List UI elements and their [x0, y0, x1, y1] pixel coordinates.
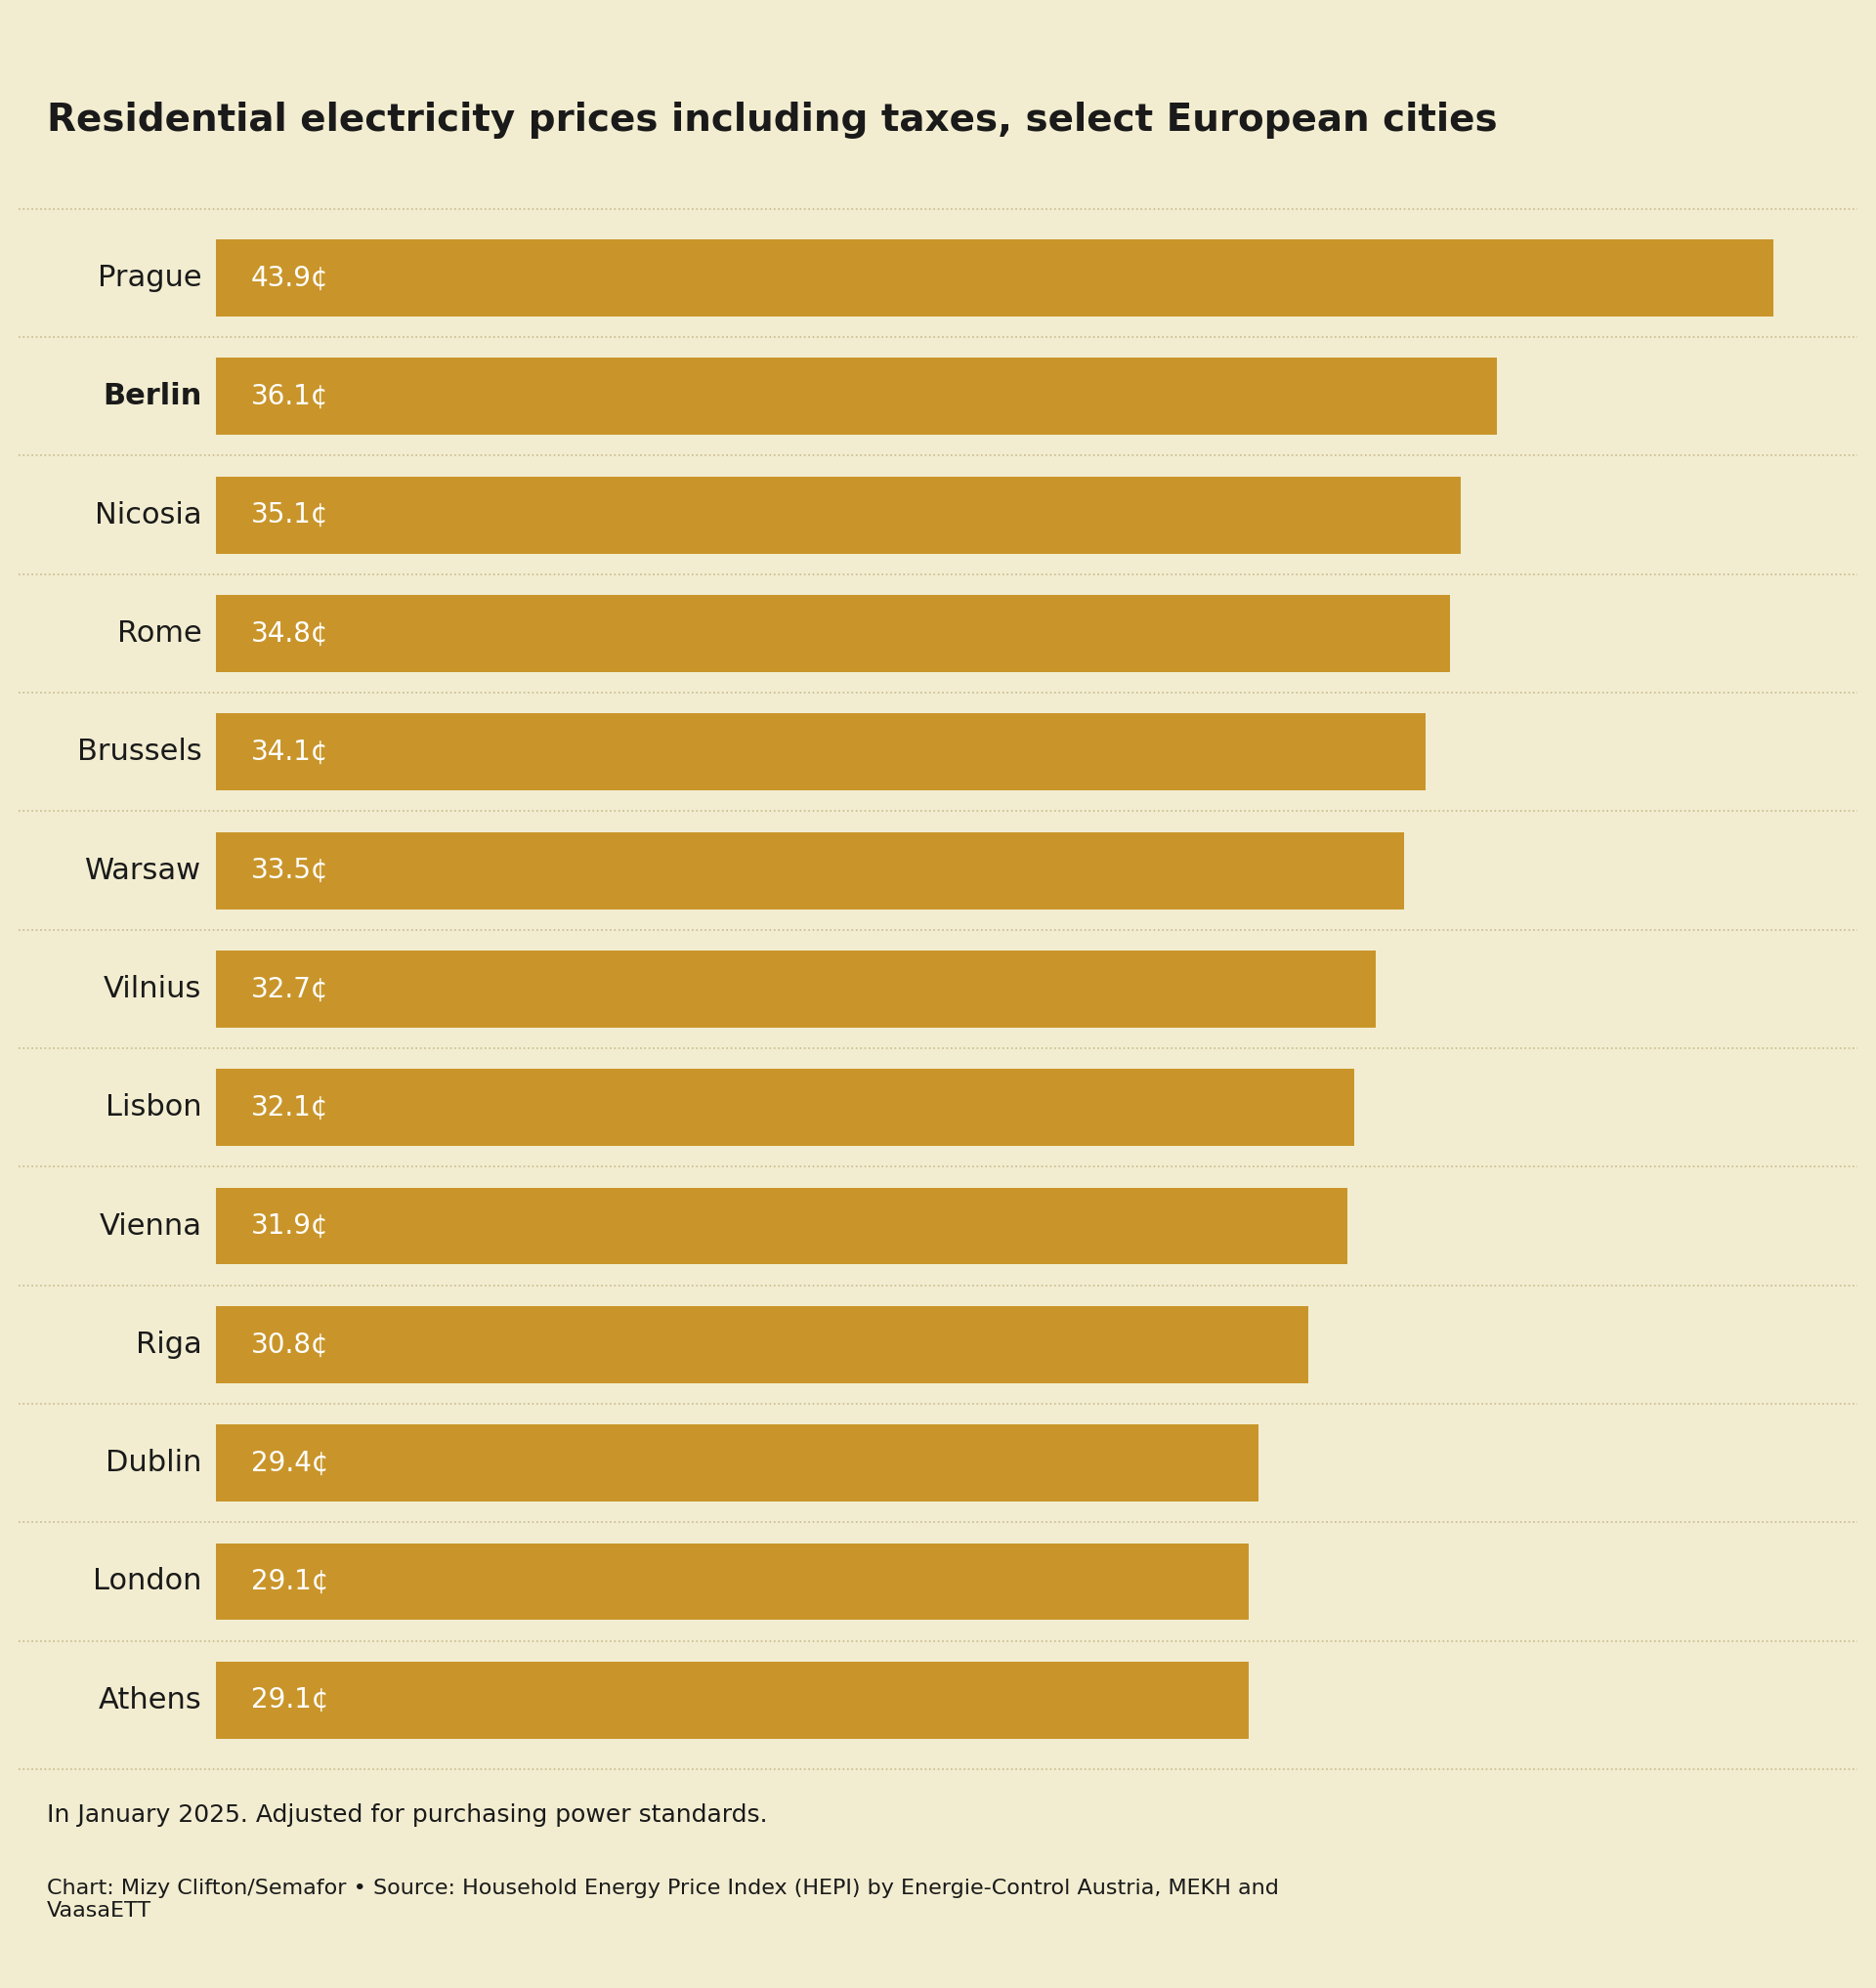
Bar	[216, 833, 1405, 909]
Text: Warsaw: Warsaw	[84, 857, 201, 885]
Text: 35.1¢: 35.1¢	[251, 501, 328, 529]
Text: 30.8¢: 30.8¢	[251, 1330, 328, 1358]
Text: 31.9¢: 31.9¢	[251, 1213, 328, 1241]
Text: Dublin: Dublin	[105, 1449, 201, 1477]
Bar	[216, 714, 1426, 791]
Text: Rome: Rome	[116, 620, 201, 648]
Bar	[216, 1070, 1354, 1145]
Text: Vienna: Vienna	[99, 1213, 201, 1241]
Text: In January 2025. Adjusted for purchasing power standards.: In January 2025. Adjusted for purchasing…	[47, 1803, 767, 1827]
Text: Prague: Prague	[98, 264, 201, 292]
Text: 34.8¢: 34.8¢	[251, 620, 328, 648]
Text: 32.7¢: 32.7¢	[251, 976, 328, 1002]
Text: Berlin: Berlin	[103, 382, 201, 412]
Bar	[216, 1187, 1347, 1264]
Text: SEMAFOR: SEMAFOR	[64, 1905, 285, 1942]
Bar	[216, 1425, 1259, 1501]
Bar	[216, 950, 1375, 1028]
Text: Brussels: Brussels	[77, 738, 201, 765]
Text: Nicosia: Nicosia	[94, 501, 201, 529]
Text: 29.1¢: 29.1¢	[251, 1686, 328, 1714]
Text: Lisbon: Lisbon	[105, 1093, 201, 1121]
Text: Residential electricity prices including taxes, select European cities: Residential electricity prices including…	[47, 101, 1497, 139]
Text: 34.1¢: 34.1¢	[251, 738, 328, 765]
Text: Athens: Athens	[98, 1686, 201, 1714]
Text: 29.1¢: 29.1¢	[251, 1569, 328, 1594]
Bar	[216, 358, 1497, 435]
Bar	[216, 1543, 1248, 1620]
Text: 29.4¢: 29.4¢	[251, 1449, 328, 1477]
Text: 43.9¢: 43.9¢	[251, 264, 328, 292]
Text: Chart: Mizy Clifton/Semafor • Source: Household Energy Price Index (HEPI) by Ene: Chart: Mizy Clifton/Semafor • Source: Ho…	[47, 1879, 1279, 1920]
Text: London: London	[92, 1567, 201, 1596]
Bar	[216, 594, 1450, 672]
Text: Vilnius: Vilnius	[103, 974, 201, 1004]
Bar	[216, 239, 1773, 316]
Text: 33.5¢: 33.5¢	[251, 857, 328, 885]
Bar	[216, 1662, 1248, 1740]
Text: 32.1¢: 32.1¢	[251, 1093, 328, 1121]
Text: 36.1¢: 36.1¢	[251, 384, 328, 410]
Bar	[216, 477, 1461, 553]
Text: Riga: Riga	[135, 1330, 201, 1358]
Bar	[216, 1306, 1309, 1384]
